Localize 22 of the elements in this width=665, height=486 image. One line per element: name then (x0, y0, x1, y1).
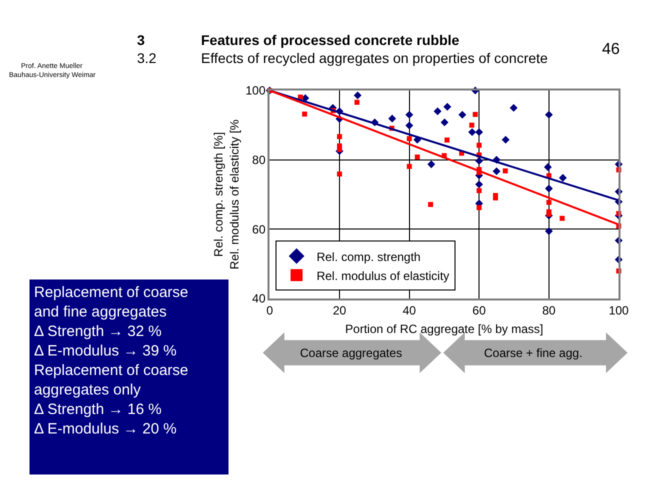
x-tick-label: 60 (472, 304, 486, 318)
legend-label: Rel. modulus of elasticity (316, 268, 450, 283)
x-tick-label: 0 (266, 304, 274, 318)
text: 3 (137, 32, 145, 48)
y-tick-label: 80 (252, 153, 266, 168)
text: Coarse aggregates (300, 346, 402, 360)
legend-label: Rel. comp. strength (316, 250, 421, 264)
text: 3.2 (137, 50, 157, 66)
y-tick-label: 100 (246, 84, 266, 98)
y-axis-title: Rel. comp. strength [%] Rel. modulus of elasticity [% (212, 119, 242, 270)
x-tick-label: 20 (332, 304, 346, 318)
text: 46 (602, 41, 620, 58)
y-tick-label: 60 (252, 222, 266, 236)
x-tick-label: 80 (542, 304, 556, 318)
text: Replacement of coarse and fine aggregates Δ Strength → 32 % Δ E-modulus → 39 % Replacement of coarse aggregates only Δ Strength → 16 % Δ E-modulus → 20 % (34, 284, 188, 438)
x-tick-label: 40 (402, 304, 416, 318)
x-axis-title: Portion of RC aggregate [% by mass] (345, 322, 544, 336)
chart-subtitle: Effects of recycled aggregates on properties of concrete (201, 50, 548, 66)
x-tick-label: 100 (608, 304, 630, 318)
chart-title: Features of processed concrete rubble (201, 32, 460, 48)
y-tick-label: 40 (252, 292, 266, 306)
text: Coarse + fine agg. (484, 346, 582, 360)
